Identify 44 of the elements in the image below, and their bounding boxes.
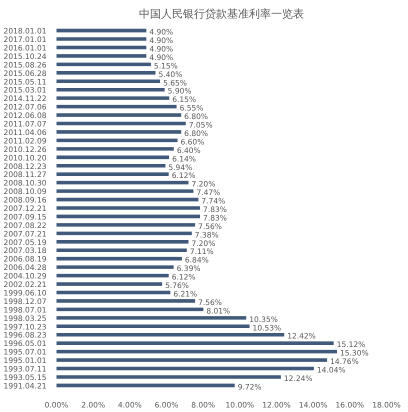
bar [56,358,328,362]
bar [56,282,162,286]
bar [56,79,160,84]
bar [56,113,182,117]
bar [56,366,314,370]
bar [56,62,151,66]
bar [56,180,188,184]
bar [56,316,246,320]
bar [56,88,165,92]
bar [56,156,170,160]
bar [56,147,174,151]
bar [56,299,196,303]
bar [56,290,170,294]
bar [56,308,204,312]
bar [56,332,284,337]
bar [56,206,200,210]
bar [56,164,166,168]
bar [56,248,187,252]
bar [56,232,192,236]
bar [56,350,337,354]
bar [56,138,178,142]
bar [56,240,188,244]
bar [56,37,146,41]
bar [56,341,334,345]
bar [56,28,146,32]
bar [56,172,169,176]
bar [56,130,182,134]
chart-title: 中国人民银行贷款基准利率一览表 [139,8,304,20]
bar [56,122,186,126]
bar [56,198,198,202]
bar [56,71,156,75]
bar [56,189,194,193]
bar [56,256,182,260]
bar [56,324,250,328]
bar [56,265,174,269]
bar [56,223,196,227]
bar [56,384,235,388]
bar [56,96,170,100]
bar [56,375,281,379]
bar [56,54,146,58]
bar [56,46,146,50]
bar [56,274,169,278]
bar [56,104,177,108]
bar [56,214,200,218]
